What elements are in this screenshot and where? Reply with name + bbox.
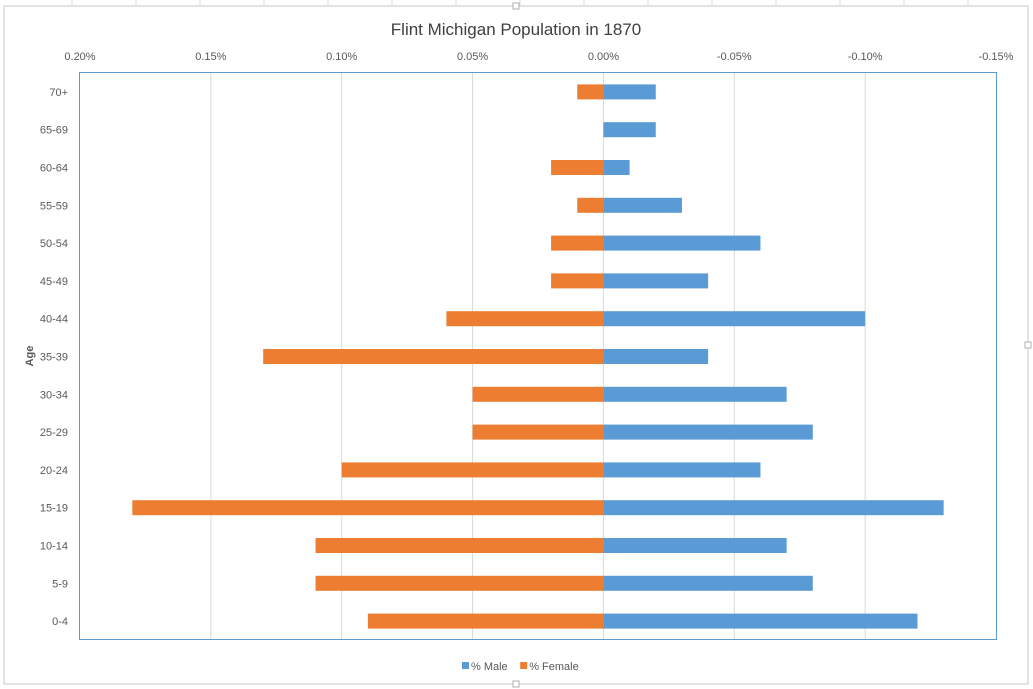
bar-male-65-69[interactable] — [603, 122, 656, 138]
resize-handles — [512, 2, 1032, 688]
bar-female-10-14[interactable] — [315, 538, 604, 553]
y-tick-label: 15-19 — [40, 503, 68, 515]
x-tick-label: 0.00% — [588, 51, 619, 63]
y-tick-label: 20-24 — [40, 465, 68, 477]
legend-swatch-female — [520, 662, 528, 669]
bar-male-0-4[interactable] — [603, 613, 918, 629]
x-tick-label: -0.05% — [717, 51, 752, 63]
y-tick-label: 0-4 — [52, 616, 68, 628]
bar-female-5-9[interactable] — [315, 575, 604, 591]
y-tick-label: 70+ — [49, 87, 68, 99]
y-tick-label: 30-34 — [40, 389, 68, 401]
bar-female-45-49[interactable] — [551, 273, 604, 289]
bar-male-40-44[interactable] — [603, 311, 866, 327]
bar-male-25-29[interactable] — [603, 424, 813, 440]
bar-male-35-39[interactable] — [603, 349, 709, 364]
resize-handle-top[interactable] — [512, 2, 520, 10]
x-tick-label: 0.20% — [64, 51, 95, 63]
y-tick-label: 10-14 — [40, 541, 68, 553]
y-tick-label: 25-29 — [40, 427, 68, 439]
y-tick-label: 60-64 — [40, 163, 68, 175]
resize-handle-bottom[interactable] — [512, 680, 520, 688]
bar-female-50-54[interactable] — [551, 235, 604, 251]
plot-area[interactable] — [79, 72, 997, 640]
legend[interactable]: % Male % Female — [462, 661, 579, 673]
x-tick-label: 0.10% — [326, 51, 357, 63]
bar-male-5-9[interactable] — [603, 575, 813, 591]
x-tick-label: -0.15% — [979, 51, 1014, 63]
chart-title[interactable]: Flint Michigan Population in 1870 — [391, 20, 641, 39]
bar-female-15-19[interactable] — [132, 500, 604, 516]
bar-female-25-29[interactable] — [472, 424, 604, 440]
bar-male-10-14[interactable] — [603, 538, 787, 553]
y-tick-label: 45-49 — [40, 276, 68, 288]
resize-handle-right[interactable] — [1024, 341, 1032, 349]
y-tick-label: 35-39 — [40, 352, 68, 364]
bar-female-30-34[interactable] — [472, 386, 604, 402]
bar-male-15-19[interactable] — [603, 500, 944, 516]
y-tick-label: 65-69 — [40, 125, 68, 137]
y-tick-label: 55-59 — [40, 200, 68, 212]
y-tick-label: 5-9 — [52, 578, 68, 590]
bar-female-70+[interactable] — [577, 84, 604, 100]
bar-male-60-64[interactable] — [603, 160, 630, 175]
bar-male-50-54[interactable] — [603, 235, 761, 251]
legend-swatch-male — [462, 662, 469, 669]
y-tick-label: 50-54 — [40, 238, 68, 250]
legend-label-female: % Female — [529, 661, 579, 673]
bar-female-0-4[interactable] — [367, 613, 604, 629]
bar-male-45-49[interactable] — [603, 273, 709, 289]
bar-male-20-24[interactable] — [603, 462, 761, 478]
spreadsheet-gridlines — [71, 0, 969, 6]
chart-area[interactable] — [3, 5, 1029, 685]
bar-female-55-59[interactable] — [577, 197, 604, 213]
plot-bars[interactable] — [132, 84, 944, 629]
bar-male-30-34[interactable] — [603, 386, 787, 402]
x-tick-label: -0.10% — [848, 51, 883, 63]
x-tick-label: 0.15% — [195, 51, 226, 63]
legend-label-male: % Male — [471, 661, 508, 673]
bar-female-35-39[interactable] — [263, 349, 604, 364]
x-axis-tick-labels[interactable]: 0.20% 0.15% 0.10% 0.05% 0.00% -0.05% -0.10% -0.… — [64, 51, 1013, 63]
bar-female-20-24[interactable] — [341, 462, 604, 478]
y-tick-label: 40-44 — [40, 314, 68, 326]
y-axis-tick-labels[interactable]: 70+ 65-69 60-64 55-59 50-54 45-49 40-44 35-39 30… — [40, 87, 68, 628]
x-tick-label: 0.05% — [457, 51, 488, 63]
bar-male-70+[interactable] — [603, 84, 656, 100]
bar-male-55-59[interactable] — [603, 197, 682, 213]
bar-female-40-44[interactable] — [446, 311, 604, 327]
y-axis-title[interactable]: Age — [24, 346, 36, 367]
bar-female-60-64[interactable] — [551, 160, 604, 175]
